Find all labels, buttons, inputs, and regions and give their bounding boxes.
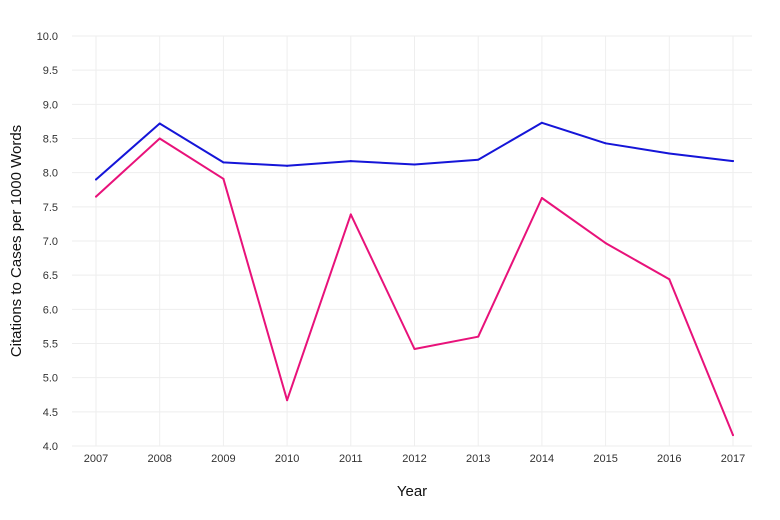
x-tick-label: 2017 (721, 453, 745, 465)
x-axis-ticks: 2007 2008 2009 2010 2011 2012 2013 2014 2015 2016… (84, 453, 745, 465)
series-1-point (95, 178, 97, 181)
series-2-point (540, 196, 543, 199)
x-tick-label: 2014 (530, 453, 554, 465)
y-tick-label: 6.0 (43, 304, 58, 316)
x-tick-label: 2013 (466, 453, 490, 465)
series-2-point (158, 137, 161, 140)
y-axis-title: Citations to Cases per 1000 Words (8, 125, 25, 357)
y-tick-label: 5.5 (43, 339, 58, 351)
series-1-point (604, 142, 607, 145)
series-2-point (413, 347, 416, 350)
series-1-point (732, 160, 734, 163)
x-tick-label: 2007 (84, 453, 108, 465)
x-tick-label: 2009 (211, 453, 235, 465)
y-tick-label: 4.5 (43, 407, 58, 419)
x-tick-label: 2015 (593, 453, 617, 465)
grid (72, 35, 752, 447)
x-tick-label: 2008 (147, 453, 171, 465)
series-1-point (158, 122, 161, 125)
series-1-point (477, 158, 480, 161)
x-tick-label: 2011 (339, 453, 363, 465)
y-tick-label: 10.0 (37, 31, 58, 43)
series-lines (95, 121, 734, 437)
x-axis-title: Year (397, 483, 427, 500)
y-tick-label: 7.5 (43, 202, 58, 214)
y-tick-label: 7.0 (43, 236, 58, 248)
y-tick-label: 8.5 (43, 134, 58, 146)
series-2-point (95, 195, 97, 198)
x-tick-label: 2010 (275, 453, 299, 465)
series-2-point (668, 278, 671, 281)
series-2-point (604, 242, 607, 245)
series-1-point (540, 121, 543, 124)
x-tick-label: 2012 (402, 453, 426, 465)
series-1-point (349, 160, 352, 163)
series-2-point (286, 399, 289, 402)
y-tick-label: 9.5 (43, 65, 58, 77)
series-2-point (477, 335, 480, 338)
series-1-point (222, 161, 225, 164)
series-2-point (732, 434, 734, 437)
series-1-point (413, 163, 416, 166)
y-axis-ticks: 4.0 4.5 5.0 5.5 6.0 6.5 7.0 7.5 8.0 8.5 9.0 9.5 10.0 (37, 31, 58, 453)
y-tick-label: 5.0 (43, 373, 58, 385)
series-1-point (286, 164, 289, 167)
y-tick-label: 6.5 (43, 270, 58, 282)
series-2-point (349, 213, 352, 216)
x-tick-label: 2016 (657, 453, 681, 465)
y-tick-label: 8.0 (43, 168, 58, 180)
series-2-point (222, 177, 225, 180)
series-1-point (668, 152, 671, 155)
y-tick-label: 9.0 (43, 99, 58, 111)
y-tick-label: 4.0 (43, 441, 58, 453)
